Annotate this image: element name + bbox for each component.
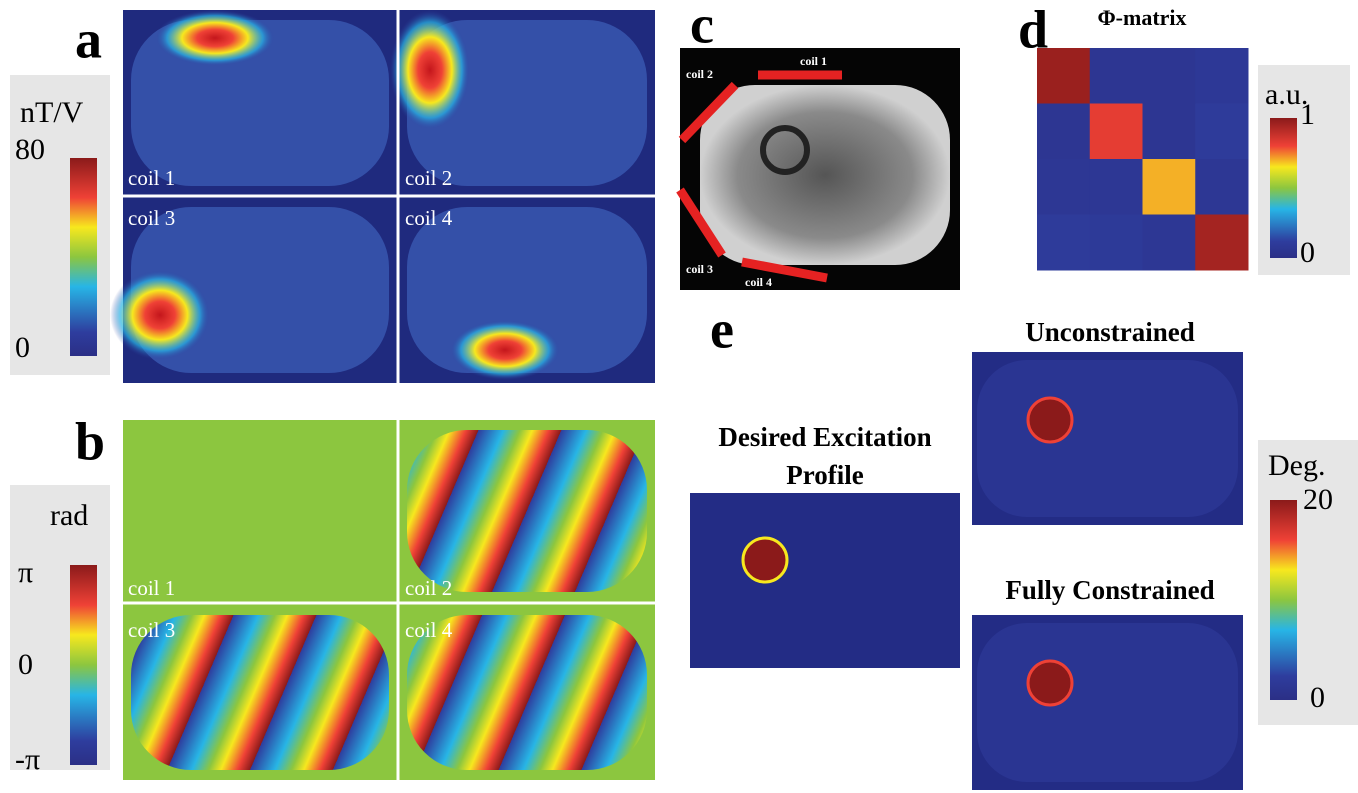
coil-label: coil 3	[128, 206, 175, 230]
matrix-cell	[1195, 159, 1248, 215]
matrix-cell	[1143, 48, 1196, 104]
colorbar-label: 1	[1300, 98, 1315, 131]
panel-label: e	[710, 299, 734, 359]
matrix-cell	[1195, 104, 1248, 160]
tissue-map	[407, 430, 647, 592]
flip-angle-map	[690, 493, 960, 668]
matrix-cell	[1037, 215, 1090, 271]
excitation-spot	[1028, 398, 1072, 442]
tissue-outline	[977, 623, 1238, 782]
matrix-cell	[1143, 215, 1196, 271]
matrix-cell	[1090, 159, 1143, 215]
tissue-outline	[977, 360, 1238, 517]
matrix-cell	[1037, 159, 1090, 215]
matrix-cell	[1143, 159, 1196, 215]
profile-title: Desired Excitation Profile	[690, 418, 960, 494]
matrix-cell	[1037, 48, 1090, 104]
figure: a nT/V 80 0 coil 1 coil 2 coil 3 coil 4 b radπ 0 -π…	[0, 0, 1358, 793]
field-hotspot	[155, 10, 275, 66]
colorbar	[70, 158, 97, 356]
profile-title: Unconstrained	[1025, 317, 1195, 347]
colorbar-label: 0	[1300, 236, 1315, 269]
colorbar-label: 0	[15, 331, 30, 364]
coil-label: coil 2	[405, 576, 452, 600]
field-hotspot	[110, 270, 210, 360]
matrix-title: Φ-matrix	[1097, 5, 1186, 30]
panel-label: a	[75, 9, 102, 69]
coil-label: coil 4	[405, 618, 453, 642]
matrix-cell	[1143, 104, 1196, 160]
coil-label: coil 1	[128, 576, 175, 600]
excitation-spot	[1028, 661, 1072, 705]
colorbar-label: 0	[18, 648, 33, 681]
matrix-cell	[1090, 48, 1143, 104]
colorbar	[1270, 500, 1297, 700]
coil-label: coil 2	[686, 67, 713, 81]
coil-label: coil 1	[800, 54, 827, 68]
colorbar-label: 20	[1303, 483, 1333, 516]
coil-label: coil 2	[405, 166, 452, 190]
matrix-cell	[1195, 48, 1248, 104]
colorbar-label: Deg.	[1268, 449, 1325, 482]
colorbar	[70, 565, 97, 765]
coil-label: coil 4	[405, 206, 453, 230]
colorbar-label: -π	[15, 743, 40, 776]
colorbar-label: nT/V	[20, 96, 84, 129]
panel-label: b	[75, 411, 105, 471]
figure-graphics: a nT/V 80 0 coil 1 coil 2 coil 3 coil 4 b radπ 0 -π…	[0, 0, 1358, 793]
colorbar	[1270, 118, 1297, 258]
matrix-cell	[1037, 104, 1090, 160]
coil-label: coil 4	[745, 275, 772, 289]
excitation-spot	[743, 538, 787, 582]
field-hotspot	[450, 320, 560, 380]
colorbar-label: 80	[15, 133, 45, 166]
colorbar-label: rad	[50, 499, 88, 532]
profile-title: Fully Constrained	[1005, 575, 1214, 605]
coil-label: coil 3	[128, 618, 175, 642]
coil-label: coil 1	[128, 166, 175, 190]
matrix-cell	[1195, 215, 1248, 271]
colorbar-label: 0	[1310, 681, 1325, 714]
field-hotspot	[390, 10, 470, 130]
coil-label: coil 3	[686, 262, 713, 276]
panel-label: c	[690, 0, 714, 54]
colorbar-label: π	[18, 556, 33, 589]
mri-anatomy	[700, 85, 950, 265]
matrix-cell	[1090, 104, 1143, 160]
matrix-cell	[1090, 215, 1143, 271]
